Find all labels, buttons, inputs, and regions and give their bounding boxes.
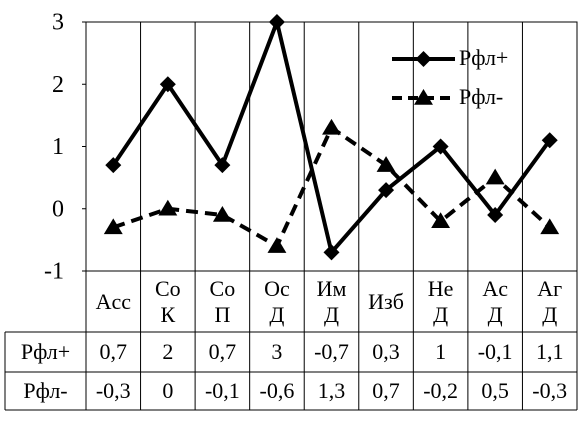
data-point-2 <box>322 118 341 135</box>
table-cell: 0,7 <box>372 378 400 403</box>
table-row-label: Рфл- <box>23 378 68 403</box>
table-cell: 1 <box>435 339 447 364</box>
table-cell: 0 <box>162 378 174 403</box>
data-point-2 <box>376 156 396 172</box>
data-point-2 <box>485 168 505 185</box>
category-label: Acc <box>95 288 131 314</box>
table-cell: -0,3 <box>95 378 131 403</box>
legend-label-2: Рфл- <box>459 84 503 109</box>
legend-marker-2 <box>414 89 433 105</box>
category-label: Co К <box>154 275 181 327</box>
table-cell: 0,7 <box>99 339 128 364</box>
data-point-2 <box>212 205 232 222</box>
data-point-1 <box>487 206 504 223</box>
data-point-2 <box>540 218 560 235</box>
legend-label-1: Рфл+ <box>459 45 508 70</box>
y-tick-label: 0 <box>52 196 64 222</box>
category-label: Им Д <box>316 275 347 327</box>
table-cell: -0,6 <box>259 378 295 403</box>
data-point-2 <box>158 199 178 216</box>
data-point-1 <box>323 244 340 261</box>
table-cell: 2 <box>162 339 174 364</box>
y-tick-label: 2 <box>52 72 64 98</box>
table-cell: -0,3 <box>532 378 568 403</box>
table-cell: -0,7 <box>314 339 349 364</box>
category-label: Аг Д <box>537 275 563 327</box>
table-cell: 3 <box>271 339 283 364</box>
table-row-label: Рфл+ <box>20 339 71 364</box>
data-point-1 <box>105 157 122 174</box>
data-point-1 <box>378 182 395 199</box>
y-tick-label: 1 <box>52 134 64 160</box>
data-point-1 <box>432 138 449 155</box>
table-cell: -0,1 <box>204 378 240 403</box>
table-cell: 0,7 <box>208 339 237 364</box>
category-label: Изб <box>368 288 404 314</box>
y-tick-label: -1 <box>44 259 64 285</box>
data-point-1 <box>541 132 558 149</box>
series-line-2 <box>112 125 552 249</box>
table-cell: 1,3 <box>317 378 346 403</box>
legend-marker-1 <box>415 51 432 67</box>
data-point-1 <box>214 157 231 174</box>
table-cell: 0,5 <box>481 378 509 403</box>
data-point-2 <box>267 237 287 253</box>
category-label: He Д <box>427 275 454 327</box>
y-tick-label: 3 <box>52 10 64 36</box>
table-cell: -0,2 <box>423 378 459 403</box>
data-point-2 <box>431 212 451 228</box>
data-point-1 <box>159 76 176 93</box>
category-label: Co П <box>209 275 236 327</box>
table-cell: 0,3 <box>372 339 400 364</box>
data-point-1 <box>268 14 285 30</box>
category-label: Ac Д <box>482 275 508 327</box>
data-point-2 <box>103 218 123 235</box>
table-cell: -0,1 <box>477 339 513 364</box>
table-cell: 1,1 <box>535 339 564 364</box>
category-label: Oc Д <box>264 275 290 327</box>
